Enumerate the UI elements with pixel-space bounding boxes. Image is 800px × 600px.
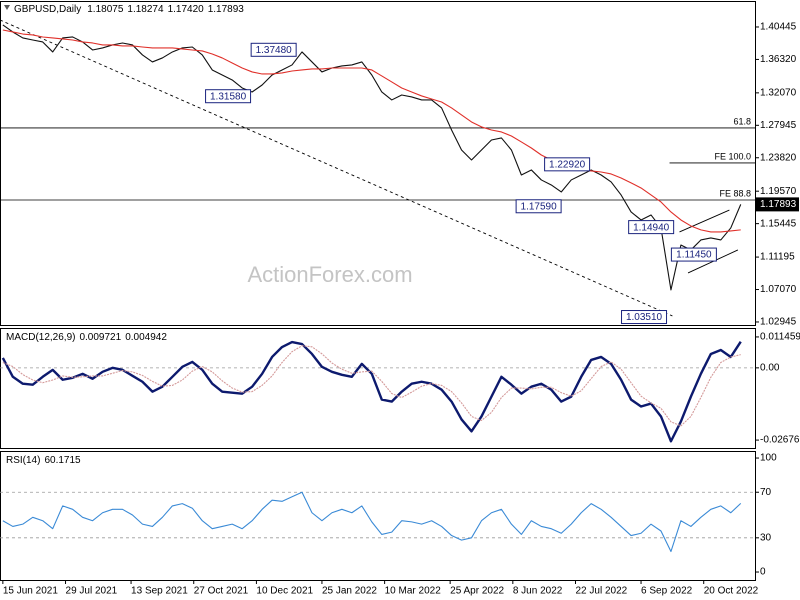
ohlc-low: 1.17420 — [168, 4, 205, 15]
level-label: FE 100.0 — [714, 151, 751, 161]
rsi-readout: 60.1715 — [44, 455, 81, 466]
signal-readout: 0.004942 — [125, 332, 167, 343]
annotation-label: 1.11450 — [676, 250, 712, 261]
y-tick-label: 30 — [760, 532, 772, 543]
x-tick-label: 13 Sep 2021 — [131, 586, 188, 597]
annotation-label: 1.17590 — [521, 201, 558, 212]
annotation-label: 1.03510 — [626, 312, 663, 323]
annotation-label: 1.37480 — [256, 45, 293, 56]
series-line — [2, 29, 741, 233]
annotation-label: 1.22920 — [549, 159, 586, 170]
ohlc-open: 1.18075 — [87, 4, 124, 15]
y-tick-label: 1.02945 — [760, 317, 797, 328]
annotation-box — [205, 89, 252, 104]
trend-line — [679, 209, 730, 233]
x-tick-label: 10 Dec 2021 — [256, 586, 313, 597]
x-tick-label: 25 Apr 2022 — [450, 586, 504, 597]
y-tick-label: -0.026766 — [760, 435, 800, 446]
y-tick-label: 1.23820 — [760, 152, 797, 163]
annotation-box — [670, 247, 717, 262]
macd-header: MACD(12,26,9) 0.009721 0.004942 — [6, 332, 167, 343]
rsi-title: RSI(14) — [6, 455, 40, 466]
y-tick-label: 1.11195 — [760, 252, 795, 263]
price-header: GBPUSD,Daily 1.18075 1.18274 1.17420 1.17893 — [14, 4, 244, 15]
rsi-header: RSI(14) 60.1715 — [6, 455, 81, 466]
y-tick-label: 1.07070 — [760, 284, 797, 295]
watermark: ActionForex.com — [247, 262, 412, 287]
x-tick-label: 15 Jun 2021 — [3, 586, 58, 597]
y-tick-label: 1.32070 — [760, 87, 797, 98]
x-tick-label: 22 Jul 2022 — [576, 586, 628, 597]
annotation-box — [621, 310, 668, 325]
price-panel — [0, 1, 756, 326]
y-tick-label: 0 — [760, 567, 766, 578]
macd-readout: 0.009721 — [79, 332, 121, 343]
level-label: 61.8 — [733, 116, 751, 126]
y-tick-label: 1.19570 — [760, 186, 797, 197]
trend-line — [0, 19, 673, 317]
annotation-box — [544, 157, 591, 172]
current-price-box — [756, 197, 799, 212]
macd-title: MACD(12,26,9) — [6, 332, 75, 343]
ohlc-close: 1.17893 — [208, 4, 245, 15]
series-line — [2, 491, 742, 553]
series-line — [2, 345, 741, 427]
y-tick-label: 1.40445 — [760, 22, 797, 33]
y-tick-label: 1.15445 — [760, 218, 797, 229]
x-tick-label: 6 Sep 2022 — [641, 586, 693, 597]
annotation-label: 1.31580 — [210, 91, 247, 102]
x-tick-label: 20 Oct 2022 — [704, 586, 759, 597]
current-price-label: 1.17893 — [760, 199, 797, 210]
annotation-label: 1.14940 — [633, 222, 670, 233]
ohlc-high: 1.18274 — [127, 4, 164, 15]
x-tick-label: 8 Jun 2022 — [513, 586, 563, 597]
symbol-title: GBPUSD,Daily — [14, 4, 81, 15]
annotation-box — [250, 42, 297, 57]
level-label: FE 88.8 — [719, 188, 751, 198]
series-line — [2, 24, 742, 291]
x-tick-label: 29 Jul 2021 — [66, 586, 118, 597]
series-line — [1, 340, 742, 443]
annotation-box — [515, 199, 562, 214]
rsi-panel — [0, 451, 756, 581]
y-tick-label: 0.00 — [760, 362, 780, 373]
x-tick-label: 27 Oct 2021 — [194, 586, 249, 597]
y-tick-label: 1.36320 — [760, 54, 797, 65]
y-tick-label: 1.27945 — [760, 120, 797, 131]
x-tick-label: 10 Mar 2022 — [385, 586, 442, 597]
y-tick-label: 100 — [760, 453, 777, 464]
annotation-box — [628, 220, 675, 235]
y-tick-label: 0.011459 — [760, 332, 800, 343]
symbol-icon — [4, 5, 10, 10]
x-tick-label: 25 Jan 2022 — [322, 586, 377, 597]
y-tick-label: 70 — [760, 487, 772, 498]
